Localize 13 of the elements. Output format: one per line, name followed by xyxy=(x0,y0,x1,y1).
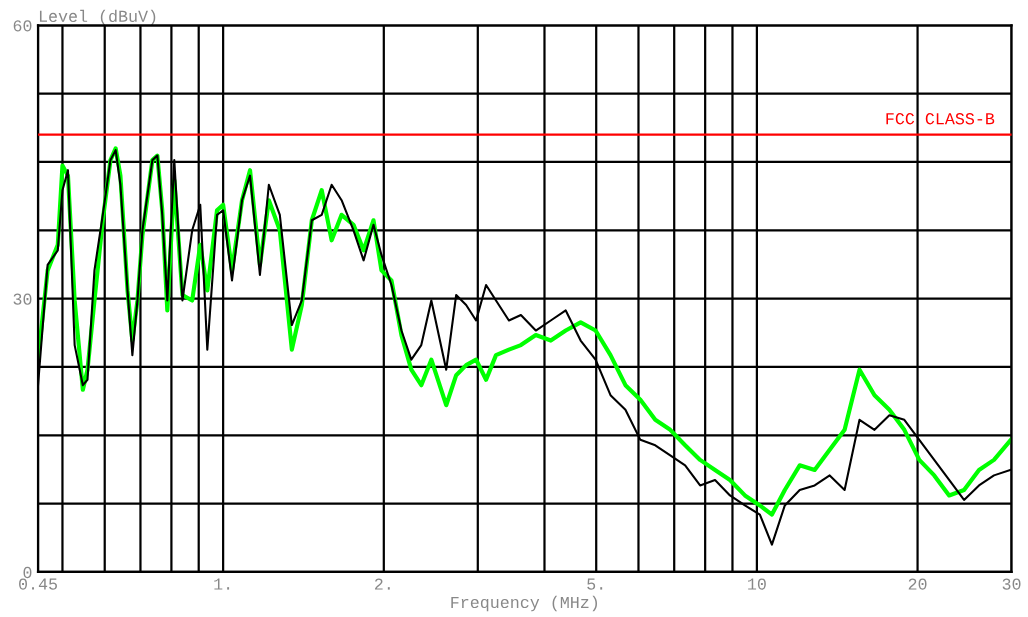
x-tick-label: 30 xyxy=(1002,578,1021,590)
y-tick-label: 30 xyxy=(13,293,32,305)
x-tick-label: 2. xyxy=(374,578,390,590)
x-tick-label: 0.45 xyxy=(19,578,57,590)
x-tick-label: 5. xyxy=(587,578,603,590)
x-tick-label: 20 xyxy=(908,578,927,590)
y-axis-title: Level (dBuV) xyxy=(39,9,156,26)
y-tick-label: 0 xyxy=(23,566,32,579)
x-axis-title: Frequency (MHz) xyxy=(451,595,597,612)
y-tick-label: 60 xyxy=(13,20,32,32)
x-tick-label: 10 xyxy=(748,578,766,590)
x-tick-label: 1. xyxy=(214,578,230,590)
ref-line-label: FCC CLASS-B xyxy=(886,113,995,125)
